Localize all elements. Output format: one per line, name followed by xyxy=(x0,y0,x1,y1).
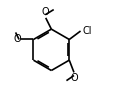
Text: O: O xyxy=(13,34,21,44)
Text: O: O xyxy=(41,7,49,17)
Text: O: O xyxy=(69,73,77,83)
Text: Cl: Cl xyxy=(82,26,91,36)
